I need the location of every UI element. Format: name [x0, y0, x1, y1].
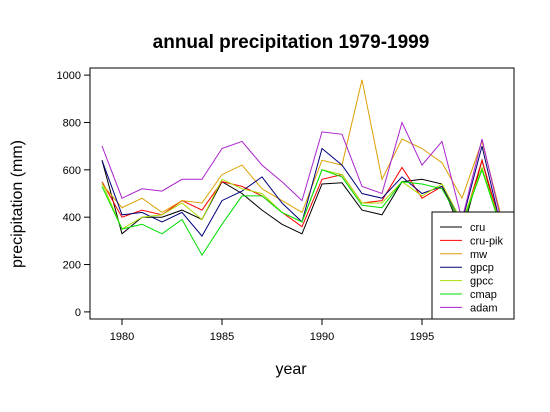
y-tick-label: 400	[63, 212, 81, 224]
series-line-mw	[101, 79, 503, 220]
y-axis: 0 200 400 600 800 1000	[57, 70, 90, 319]
legend-label-gpcp: gpcp	[470, 262, 494, 274]
legend-label-cru-pik: cru-pik	[470, 235, 504, 247]
series-lines	[101, 79, 503, 257]
legend-label-adam: adam	[470, 302, 498, 314]
legend-label-cmap: cmap	[470, 289, 497, 301]
legend-label-mw: mw	[470, 249, 487, 261]
x-axis-label: year	[275, 361, 307, 378]
legend-box	[431, 211, 515, 320]
legend-label-gpcc: gpcc	[470, 276, 494, 288]
series-line-cmap	[101, 168, 503, 257]
series-line-adam	[101, 121, 503, 225]
series-line-cru	[101, 158, 503, 236]
y-tick-label: 600	[63, 165, 81, 177]
y-tick-label: 800	[63, 117, 81, 129]
x-tick-label: 1995	[410, 331, 434, 343]
y-tick-label: 200	[63, 260, 81, 272]
plot-frame	[89, 67, 515, 320]
x-axis: 1980 1985 1990 1995	[110, 319, 434, 343]
x-tick-label: 1990	[310, 331, 334, 343]
y-tick-label: 1000	[57, 70, 81, 82]
y-axis-label: precipitation (mm)	[9, 140, 26, 268]
y-tick-label: 0	[75, 307, 81, 319]
series-line-cru-pik	[101, 158, 503, 230]
x-tick-label: 1980	[110, 331, 134, 343]
chart-title: annual precipitation 1979-1999	[153, 32, 430, 53]
legend-label-cru: cru	[470, 222, 485, 234]
x-tick-label: 1985	[210, 331, 234, 343]
